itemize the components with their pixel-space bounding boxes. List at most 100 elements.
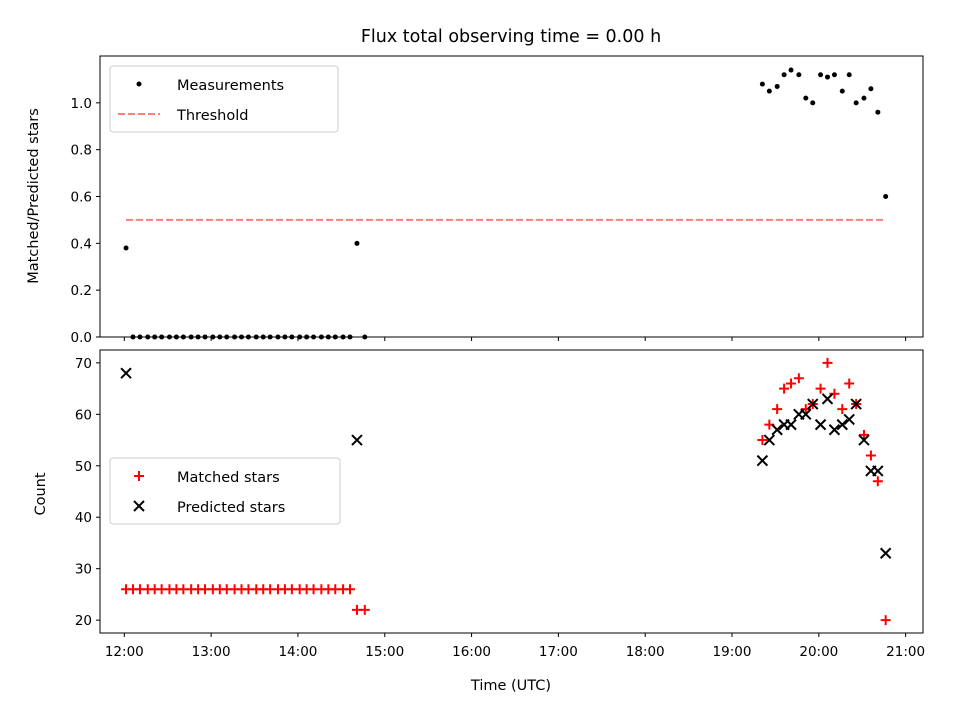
measurement-point: [796, 72, 802, 78]
matched-star-point: [872, 476, 883, 487]
bottom-x-tick-label: 14:00: [278, 644, 317, 660]
chart-title: Flux total observing time = 0.00 h: [361, 27, 661, 47]
top-y-tick-label: 0.8: [71, 143, 92, 159]
bottom-y-tick-label: 20: [75, 613, 92, 629]
matched-star-point: [815, 383, 826, 394]
matched-star-point: [829, 388, 840, 399]
measurement-point: [818, 72, 824, 78]
matched-star-point: [800, 404, 811, 415]
bottom-y-axis-label: Count: [33, 472, 49, 515]
top-plot-content: [123, 67, 889, 340]
matched-star-point: [822, 357, 833, 368]
predicted-star-point: [351, 434, 363, 446]
bottom-y-tick-label: 60: [75, 407, 92, 423]
predicted-star-point: [785, 418, 797, 431]
top-y-axis: 0.0 0.2 0.4 0.6 0.8 1.0: [71, 96, 100, 346]
bottom-x-tick-label: 16:00: [452, 644, 491, 660]
matched-star-point: [757, 435, 768, 446]
bottom-x-tick-label: 18:00: [626, 644, 665, 660]
measurement-point: [853, 100, 859, 106]
predicted-star-point: [828, 424, 841, 436]
predicted-star-point: [843, 413, 855, 426]
measurement-point: [781, 72, 787, 78]
bottom-x-tick-label: 20:00: [799, 644, 838, 660]
top-y-axis-label: Matched/Predicted stars: [26, 108, 42, 284]
predicted-star-point: [120, 367, 132, 379]
legend-threshold-label: Threshold: [176, 108, 248, 124]
top-y-tick-label: 0.0: [71, 330, 92, 346]
matched-star-point: [858, 429, 869, 440]
measurement-point: [831, 72, 837, 78]
measurement-point: [810, 100, 816, 106]
measurement-point: [788, 67, 794, 73]
bottom-x-tick-label: 15:00: [365, 644, 404, 660]
matched-star-point: [865, 450, 876, 461]
bottom-y-tick-label: 70: [75, 356, 92, 372]
measurement-point: [839, 88, 845, 94]
measurement-point: [354, 240, 360, 246]
predicted-star-point: [872, 465, 884, 477]
matched-star-point: [837, 404, 848, 415]
measurement-point: [759, 81, 765, 87]
measurement-point: [868, 86, 874, 92]
top-x-axis: [123, 337, 907, 341]
bottom-x-tick-label: 21:00: [886, 644, 925, 660]
bottom-panel: 20 30 40 50 60 70 12:00 13:00 14:00 15:00 16:00 17…: [33, 349, 925, 694]
top-y-tick-label: 0.6: [71, 190, 92, 206]
measurement-point: [883, 194, 889, 199]
predicted-star-point: [807, 398, 819, 410]
matched-star-point: [772, 404, 783, 415]
predicted-star-point: [800, 408, 812, 421]
top-y-tick-label: 0.2: [71, 283, 92, 299]
legend-predicted-label: Predicted stars: [177, 500, 285, 516]
bottom-x-tick-label: 12:00: [105, 644, 144, 660]
matched-star-point: [844, 378, 855, 389]
top-legend-box: [109, 65, 339, 133]
top-panel: 0.0 0.2 0.4 0.6 0.8 1.0 Matched/Predicted sta…: [26, 55, 924, 346]
bottom-x-tick-label: 19:00: [713, 644, 752, 660]
predicted-star-point: [850, 398, 862, 410]
predicted-star-point: [821, 393, 834, 405]
bottom-legend-box: [109, 457, 341, 525]
x-axis-label: Time (UTC): [470, 678, 551, 694]
measurement-point: [766, 88, 772, 94]
bottom-x-axis: 12:00 13:00 14:00 15:00 16:00 17:00 18:00 19:00…: [105, 633, 925, 660]
bottom-x-tick-label: 17:00: [539, 644, 578, 660]
bottom-plot-content: [120, 357, 892, 626]
matched-star-point: [880, 615, 891, 626]
bottom-y-axis: 20 30 40 50 60 70: [75, 356, 100, 629]
legend-measurements-label: Measurements: [177, 78, 284, 94]
legend-matched-marker: [134, 471, 144, 481]
top-y-tick-label: 0.4: [71, 236, 92, 252]
matched-star-point: [779, 383, 790, 394]
predicted-star-point: [879, 547, 892, 559]
legend-measurements-marker: [136, 81, 142, 87]
measurement-point: [875, 109, 881, 115]
predicted-star-point: [763, 434, 776, 446]
predicted-star-point: [756, 454, 769, 467]
top-y-tick-label: 1.0: [71, 96, 92, 112]
measurement-point: [861, 95, 867, 101]
measurement-point: [123, 245, 129, 251]
top-legend: Measurements Threshold: [109, 65, 339, 133]
measurement-point: [846, 72, 852, 78]
predicted-star-point: [836, 418, 848, 431]
legend-matched-label: Matched stars: [177, 470, 280, 486]
legend-predicted-marker: [133, 500, 145, 512]
bottom-y-tick-label: 50: [75, 459, 92, 475]
bottom-legend: Matched stars Predicted stars: [109, 457, 341, 525]
predicted-star-point: [858, 434, 870, 446]
matched-star-point: [786, 378, 797, 389]
bottom-y-tick-label: 40: [75, 510, 92, 526]
bottom-axes-frame: [99, 349, 924, 634]
matched-star-point: [793, 373, 804, 384]
measurement-point: [774, 83, 780, 89]
predicted-star-point: [771, 424, 783, 436]
matched-star-point: [359, 604, 370, 615]
bottom-x-tick-label: 13:00: [192, 644, 231, 660]
matched-star-point: [345, 584, 356, 595]
measurement-point: [803, 95, 809, 101]
bottom-y-tick-label: 30: [75, 562, 92, 578]
predicted-star-point: [814, 418, 827, 431]
